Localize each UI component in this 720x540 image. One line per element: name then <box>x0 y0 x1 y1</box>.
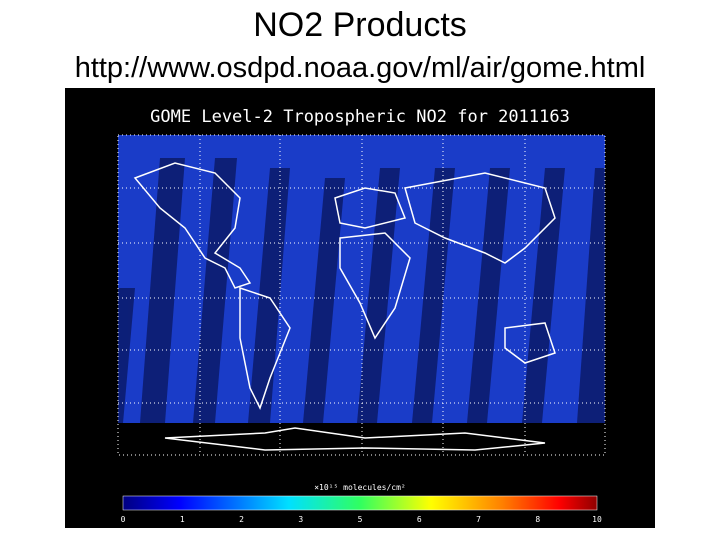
colorbar-tick-label: 0 <box>121 515 126 524</box>
no2-map-figure: GOME Level-2 Tropospheric NO2 for 201116… <box>65 88 655 528</box>
colorbar-tick-label: 2 <box>239 515 244 524</box>
colorbar-tick-label: 5 <box>358 515 363 524</box>
colorbar-tick-label: 10 <box>592 515 602 524</box>
figure-title: GOME Level-2 Tropospheric NO2 for 201116… <box>150 107 570 127</box>
colorbar-tick-label: 7 <box>476 515 481 524</box>
colorbar <box>122 495 598 511</box>
colorbar-tick-label: 6 <box>417 515 422 524</box>
colorbar-label: ×10¹⁵ molecules/cm² <box>314 483 406 492</box>
colorbar-tick-label: 3 <box>298 515 303 524</box>
colorbar-tick-label: 8 <box>535 515 540 524</box>
map <box>117 134 606 456</box>
colorbar-ticks: 0 1 2 3 5 6 7 8 10 <box>121 515 602 524</box>
colorbar-tick-label: 1 <box>180 515 185 524</box>
slide-url: http://www.osdpd.noaa.gov/ml/air/gome.ht… <box>74 52 646 84</box>
slide-title: NO2 Products <box>253 6 467 44</box>
